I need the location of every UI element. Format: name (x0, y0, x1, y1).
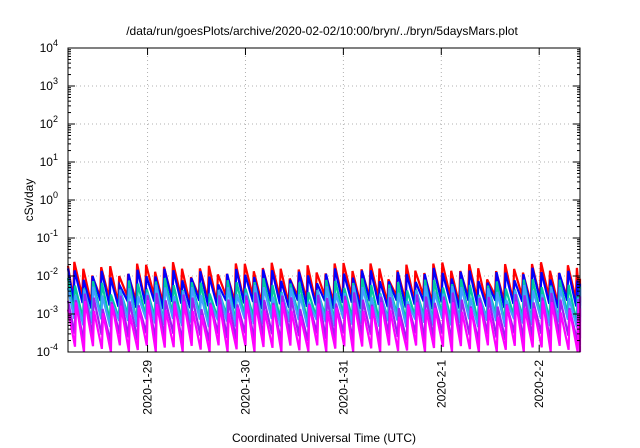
y-tick-label: 10-3 (37, 304, 58, 321)
y-axis: 10-4 10-3 10-2 10-1 100 101 102 103 104 (37, 38, 580, 359)
y-tick-label: 10-1 (37, 228, 58, 245)
x-tick-label: 2020-1-29 (141, 360, 155, 415)
x-tick-label: 2020-1-30 (238, 360, 252, 415)
y-tick-label: 101 (40, 152, 58, 169)
y-tick-label: 100 (40, 190, 58, 207)
y-tick-label: 10-2 (37, 266, 58, 283)
x-axis: 2020-1-29 2020-1-30 2020-1-31 2020-2-1 2020-… (141, 48, 546, 415)
y-tick-label: 102 (40, 114, 58, 131)
y-tick-label: 10-4 (37, 342, 58, 359)
x-tick-label: 2020-2-2 (532, 360, 546, 408)
series-layer (66, 261, 582, 353)
x-tick-label: 2020-2-1 (434, 360, 448, 408)
y-tick-label: 104 (40, 38, 58, 55)
y-axis-label: cSv/day (22, 179, 36, 222)
y-tick-label: 103 (40, 76, 58, 93)
x-tick-label: 2020-1-31 (336, 360, 350, 415)
chart-title: /data/run/goesPlots/archive/2020-02-02/1… (126, 24, 518, 38)
x-axis-label: Coordinated Universal Time (UTC) (232, 431, 416, 445)
series-line (66, 299, 582, 353)
